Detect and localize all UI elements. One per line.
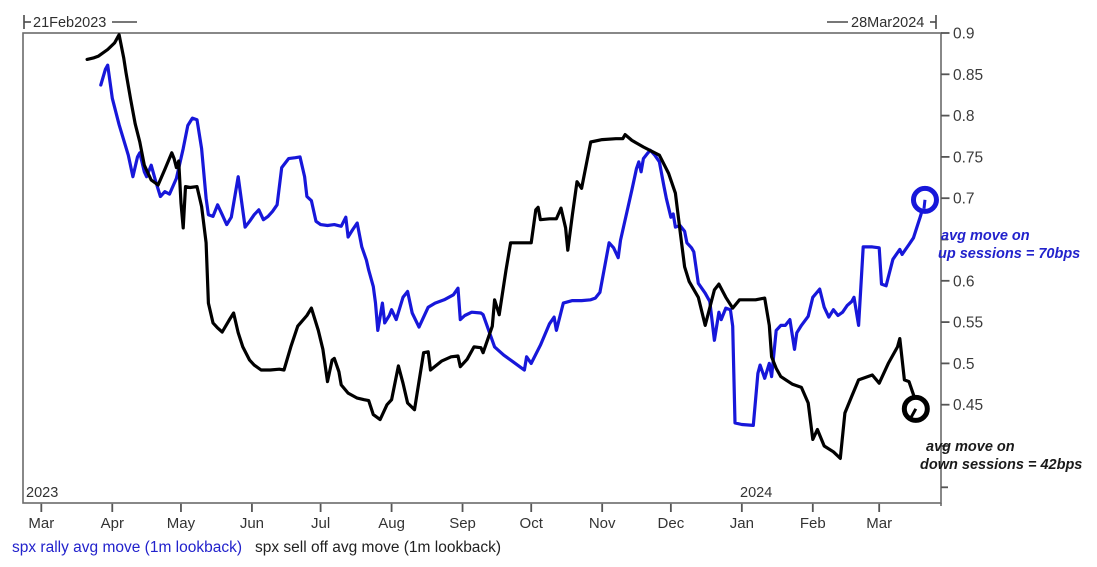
series-lines: [85, 33, 927, 460]
x-tick-label: Aug: [378, 515, 405, 532]
y-tick-label: 0.8: [953, 108, 975, 125]
annotation-up-sessions-line1: avg move on: [941, 228, 1030, 244]
annotation-down-sessions-line1: avg move on: [926, 439, 1015, 455]
axis-ticks: 0.9 0.85 0.8 0.75 0.7 0.6 0.55 0.5 0.45 Mar Apr May…: [28, 26, 983, 533]
range-end-date: 28Mar2024: [851, 15, 924, 31]
annotation-down-sessions-line2: down sessions = 42bps: [920, 457, 1082, 473]
x-tick-label: Mar: [28, 515, 54, 532]
x-tick-label: Feb: [800, 515, 826, 532]
x-tick-label: Jan: [730, 515, 754, 532]
year-label-2023: 2023: [26, 485, 58, 501]
legend-selloff: spx sell off avg move (1m lookback): [255, 539, 501, 556]
x-tick-label: May: [167, 515, 196, 532]
legend-rally: spx rally avg move (1m lookback): [12, 539, 242, 556]
selloff-line: [85, 33, 918, 460]
marker-stub: [909, 408, 918, 419]
y-tick-label: 0.75: [953, 149, 983, 166]
plot-border: [22, 32, 942, 504]
x-tick-label: Mar: [866, 515, 892, 532]
x-tick-label: Oct: [520, 515, 544, 532]
y-tick-label: 0.55: [953, 315, 983, 332]
year-label-2024: 2024: [740, 485, 772, 501]
y-tick-label: 0.9: [953, 26, 975, 43]
end-markers: [901, 185, 939, 423]
y-tick-label: 0.45: [953, 397, 983, 414]
rally-line: [99, 63, 927, 427]
x-tick-label: Nov: [589, 515, 616, 532]
x-tick-label: Jul: [311, 515, 330, 532]
y-tick-label: 0.85: [953, 67, 983, 84]
y-tick-label: 0.7: [953, 191, 975, 208]
x-tick-label: Sep: [449, 515, 476, 532]
x-tick-label: Jun: [240, 515, 264, 532]
x-tick-label: Apr: [101, 515, 124, 532]
marker-stub: [922, 199, 927, 210]
annotation-up-sessions-line2: up sessions = 70bps: [938, 246, 1080, 262]
range-start-date: 21Feb2023: [33, 15, 106, 31]
y-tick-label: 0.5: [953, 356, 975, 373]
y-tick-label: 0.6: [953, 273, 975, 290]
x-tick-label: Dec: [658, 515, 685, 532]
